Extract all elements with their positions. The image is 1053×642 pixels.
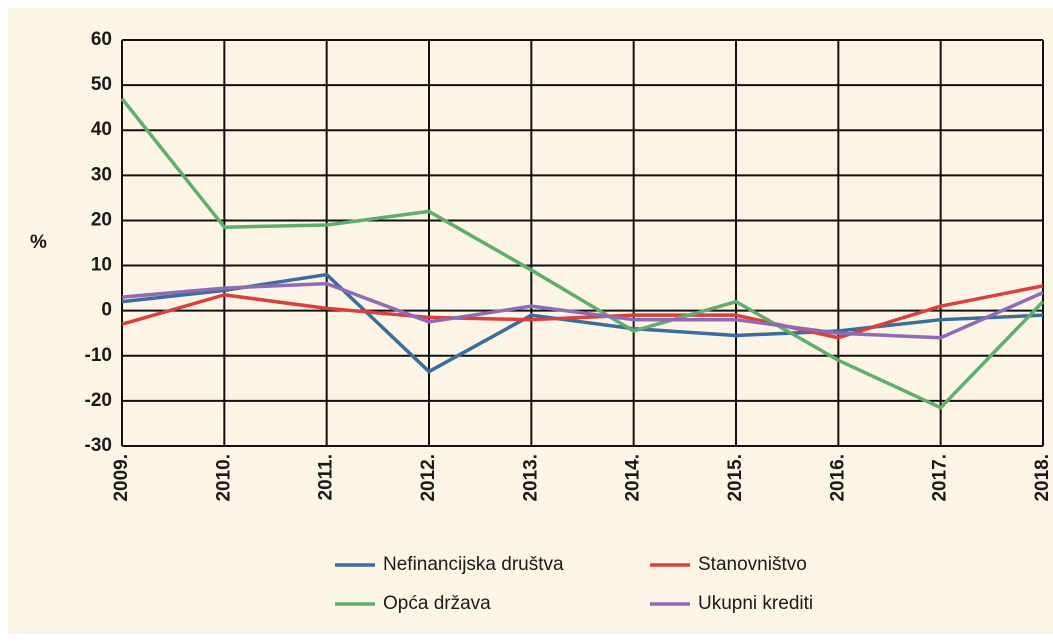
y-tick-label: -10 [85,345,112,366]
x-tick-label: 2010. [213,454,234,502]
y-tick-label: 50 [91,74,112,95]
line-series [121,284,1044,340]
y-tick-label: 10 [91,255,112,276]
x-tick-label: 2013. [520,454,541,502]
x-tick-label: 2012. [418,454,439,502]
y-tick-label: 30 [91,164,112,185]
y-axis-label: % [30,232,47,253]
x-tick-label: 2014. [623,454,644,502]
x-tick-label: 2009. [111,454,132,502]
line-series [121,272,1044,374]
y-tick-label: 40 [91,119,112,140]
x-tick-label: 2017. [930,454,951,502]
x-tick-label: 2016. [827,454,848,502]
legend-label: Ukupni krediti [698,593,813,614]
legend-label: Opća država [383,593,491,614]
x-tick-label: 2018. [1032,454,1053,502]
y-tick-label: -30 [85,435,112,456]
x-tick-label: 2015. [725,454,746,502]
x-tick-label: 2011. [316,454,337,501]
line-series [121,281,1044,340]
y-tick-label: 0 [101,300,112,321]
legend-label: Stanovništvo [698,554,807,575]
legend-label: Nefinancijska društva [383,554,564,575]
y-tick-label: 20 [91,209,112,230]
y-tick-label: 60 [91,29,112,50]
line-series [120,97,1045,410]
y-tick-label: -20 [85,390,112,411]
